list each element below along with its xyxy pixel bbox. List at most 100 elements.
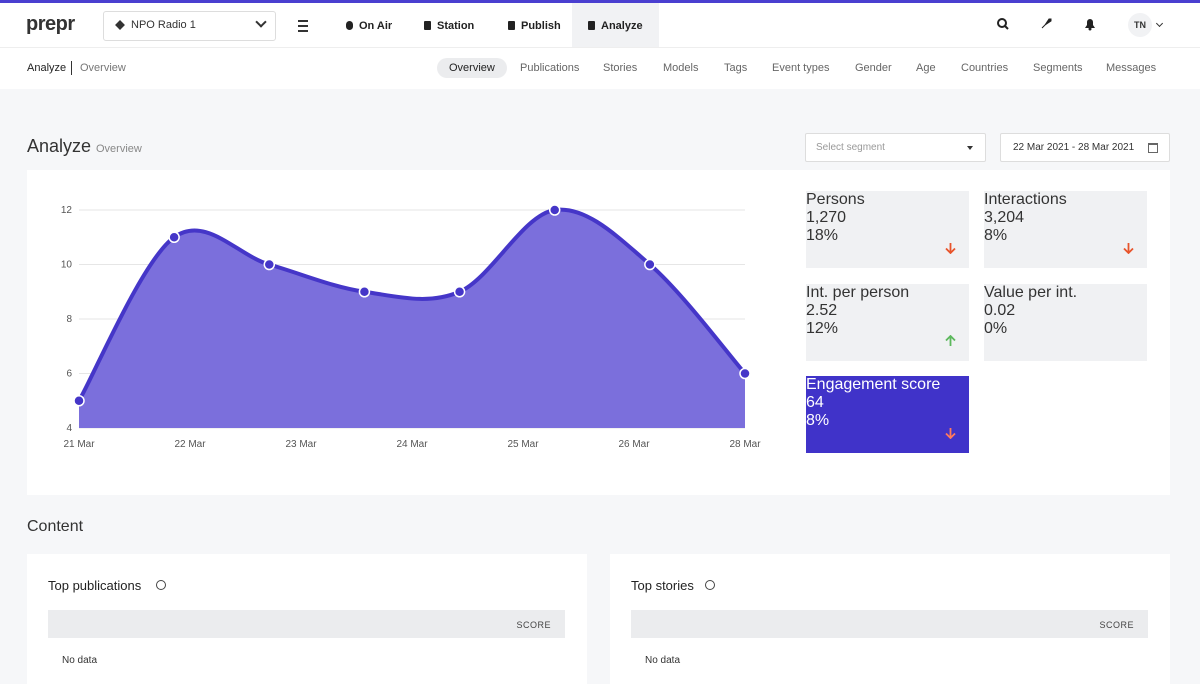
y-tick-label: 6	[66, 369, 72, 380]
point	[453, 286, 466, 298]
trend-arrow	[945, 243, 956, 254]
station-select[interactable]: NPO Radio 1	[103, 11, 276, 41]
point	[739, 367, 751, 380]
chevron	[255, 16, 267, 28]
stat-value: 64	[806, 394, 824, 411]
stat-card: Interactions 3,204 8%	[984, 191, 1147, 268]
search-icon[interactable]	[996, 17, 1010, 31]
stat-value: 3,204	[984, 209, 1025, 226]
table-header: SCORE	[631, 610, 1148, 638]
rocket-icon[interactable]	[1039, 17, 1053, 31]
point	[358, 286, 371, 298]
stat-change: 8%	[806, 412, 830, 429]
trend-arrow	[1123, 243, 1134, 254]
point	[73, 395, 85, 407]
breadcrumb-sep	[71, 61, 72, 75]
stat-card: Persons 1,270 18%	[806, 191, 969, 268]
point	[644, 258, 656, 271]
x-tick-label: 25 Mar	[507, 439, 539, 450]
tab[interactable]: Messages	[1106, 62, 1157, 74]
trend-arrow	[945, 335, 956, 346]
info-icon	[705, 580, 715, 590]
stat-card: Value per int. 0.02 0%	[984, 284, 1147, 361]
logo[interactable]: prepr	[26, 13, 75, 35]
breadcrumb-current: Overview	[80, 62, 126, 74]
x-tick-label: 23 Mar	[285, 439, 317, 450]
x-tick-label: 21 Mar	[63, 439, 95, 450]
tab[interactable]: Gender	[855, 62, 892, 74]
nav-icon	[508, 21, 515, 30]
avatar[interactable]: TN	[1128, 13, 1152, 37]
avatar-chevron	[1155, 19, 1164, 28]
x-tick-label: 28 Mar	[729, 439, 761, 450]
panel: Top publications SCORE No data	[27, 554, 587, 684]
column-header: SCORE	[516, 620, 551, 630]
stat-card: Engagement score 64 8%	[806, 376, 969, 453]
stat-label: Interactions	[984, 191, 1067, 208]
stat-change: 18%	[806, 227, 839, 244]
tab[interactable]: Models	[663, 62, 699, 74]
content-title: Content	[27, 518, 84, 535]
top-nav: prepr NPO Radio 1 On Air Station Publish An…	[0, 0, 1200, 47]
nav-label: Publish	[521, 20, 561, 32]
panel-title: Top stories	[631, 578, 694, 593]
segment-select[interactable]: Select segment	[805, 133, 986, 162]
tab[interactable]: Publications	[520, 62, 580, 74]
stat-change: 12%	[806, 320, 839, 337]
station-icon	[115, 20, 125, 30]
sub-nav: Analyze Overview Overview Publications Sto…	[0, 47, 1200, 89]
tab[interactable]: Stories	[603, 62, 638, 74]
empty-text: No data	[645, 655, 681, 666]
stat-value: 0.02	[984, 302, 1016, 319]
y-tick-label: 8	[66, 314, 72, 325]
y-tick-label: 12	[61, 205, 73, 216]
point	[168, 231, 180, 243]
tab[interactable]: Tags	[724, 62, 748, 74]
nav-icon	[424, 21, 431, 30]
tab[interactable]: Segments	[1033, 62, 1083, 74]
menu-icon[interactable]	[298, 20, 308, 32]
x-tick-label: 26 Mar	[618, 439, 650, 450]
tab[interactable]: Event types	[772, 62, 830, 74]
stat-value: 2.52	[806, 302, 838, 319]
tab[interactable]: Age	[916, 62, 936, 74]
panel: Top stories SCORE No data	[610, 554, 1170, 684]
station-name: NPO Radio 1	[131, 19, 196, 31]
y-tick-label: 4	[66, 423, 72, 434]
page-subtitle: Overview	[96, 143, 142, 155]
date-range[interactable]: 22 Mar 2021 - 28 Mar 2021	[1000, 133, 1170, 162]
area	[79, 209, 745, 428]
panel-title: Top publications	[48, 578, 142, 593]
breadcrumb-root[interactable]: Analyze	[27, 62, 67, 74]
chart-card: 4 6 8 10 12 21 Mar 22 Mar 23 Mar 24 Mar 25 Mar 26 …	[27, 170, 1170, 495]
x-tick-label: 24 Mar	[396, 439, 428, 450]
bell-icon[interactable]	[1083, 17, 1097, 31]
table-header: SCORE	[48, 610, 565, 638]
tab[interactable]: Countries	[961, 62, 1009, 74]
column-header: SCORE	[1099, 620, 1134, 630]
nav-item[interactable]: Analyze	[572, 3, 659, 47]
nav-label: On Air	[359, 20, 393, 32]
x-tick-label: 22 Mar	[174, 439, 206, 450]
stat-label: Value per int.	[984, 284, 1078, 301]
info-icon	[156, 580, 166, 590]
nav-item[interactable]: Publish	[492, 3, 577, 47]
stat-label: Persons	[806, 191, 865, 208]
date-range-text: 22 Mar 2021 - 28 Mar 2021	[1013, 142, 1135, 153]
stat-value: 1,270	[806, 209, 847, 226]
segment-placeholder: Select segment	[816, 142, 885, 153]
stat-card: Int. per person 2.52 12%	[806, 284, 969, 361]
caret	[967, 146, 973, 153]
nav-icon	[346, 21, 353, 30]
chart: 4 6 8 10 12 21 Mar 22 Mar 23 Mar 24 Mar 25 Mar 26 …	[61, 204, 761, 450]
tab[interactable]: Overview	[437, 58, 507, 78]
trend-arrow	[945, 428, 956, 439]
nav-item[interactable]: On Air	[330, 3, 408, 47]
empty-text: No data	[62, 655, 98, 666]
nav-item[interactable]: Station	[408, 3, 490, 47]
nav-label: Station	[437, 20, 475, 32]
calendar-icon	[1148, 143, 1158, 153]
point	[263, 258, 276, 271]
nav-label: Analyze	[601, 20, 643, 32]
